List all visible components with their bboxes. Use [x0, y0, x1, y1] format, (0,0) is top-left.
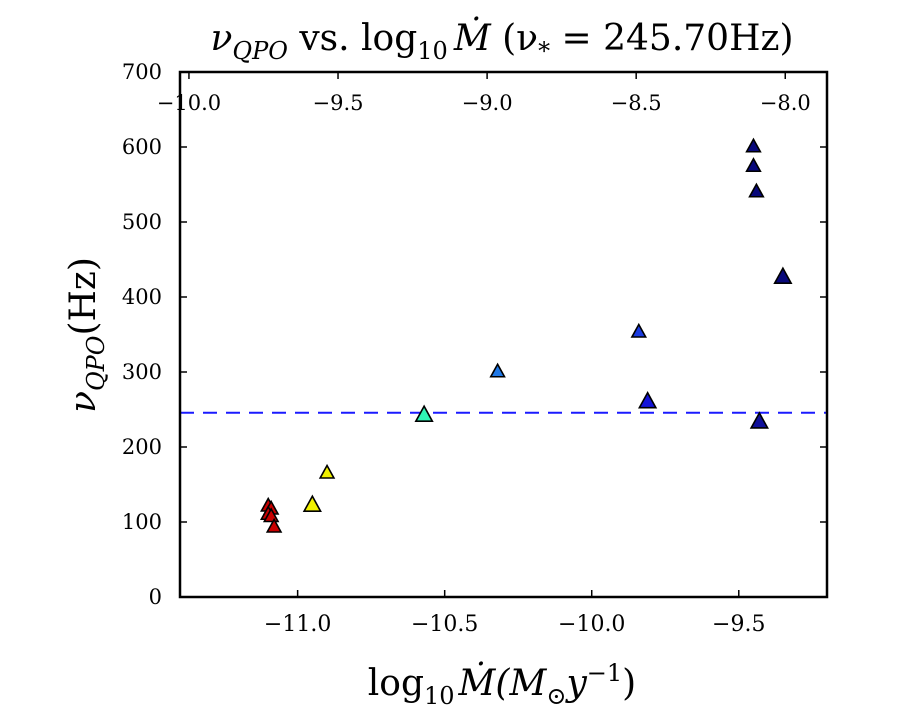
data-point [630, 322, 648, 338]
y-tick-label: 600 [122, 135, 162, 159]
top-x-tick-label: −10.0 [157, 91, 221, 115]
y-tick-label: 100 [122, 510, 162, 534]
x-tick-label: −11.0 [264, 612, 331, 637]
data-point [749, 411, 769, 429]
data-point [489, 362, 506, 378]
top-x-tick-label: −8.5 [611, 91, 662, 115]
x-axis-label: log10 Ṁ(M⊙y−1) [368, 659, 636, 710]
data-point [318, 463, 336, 479]
data-point [638, 391, 658, 409]
data-point [745, 137, 762, 153]
y-tick-label: 200 [122, 435, 162, 459]
x-tick-label: −10.5 [411, 612, 478, 637]
y-tick-label: 700 [122, 60, 162, 84]
y-tick-label: 0 [149, 585, 162, 609]
y-tick-label: 300 [122, 360, 162, 384]
data-point [773, 266, 793, 285]
data-point [262, 507, 280, 523]
y-tick-label: 500 [122, 210, 162, 234]
data-point [745, 157, 762, 173]
plot-frame [178, 70, 829, 599]
plot-area: 0 100 200 300 400 500 600 700 −11.0 −10.5 −10.0 −9.… [122, 60, 829, 637]
top-x-tick-label: −9.0 [462, 91, 513, 115]
data-point [302, 494, 322, 513]
x-tick-label: −10.0 [558, 612, 625, 637]
data-point [748, 182, 765, 198]
chart-title: νQPO vs. log10 Ṁ (ν* = 245.70Hz) [211, 17, 794, 65]
top-x-tick-label: −9.5 [313, 91, 364, 115]
data-point [414, 404, 434, 423]
y-axis-label: νQPO(Hz) [63, 257, 110, 413]
data-point [265, 517, 283, 533]
top-x-tick-label: −8.0 [760, 91, 811, 115]
y-tick-label: 400 [122, 285, 162, 309]
x-tick-label: −9.5 [712, 612, 765, 637]
